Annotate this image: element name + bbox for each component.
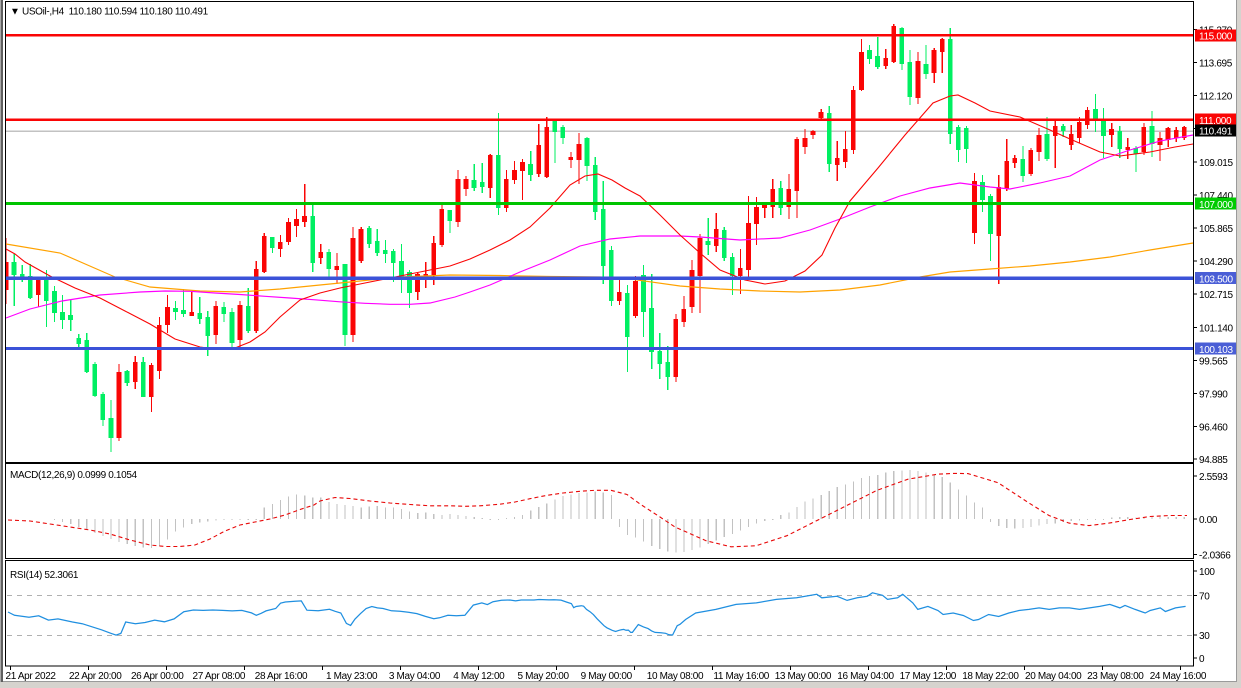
svg-text:0.00: 0.00	[1199, 515, 1218, 526]
svg-text:102.715: 102.715	[1199, 290, 1233, 301]
svg-text:30: 30	[1199, 631, 1210, 642]
svg-text:4 May 12:00: 4 May 12:00	[453, 671, 505, 682]
svg-text:16 May 04:00: 16 May 04:00	[837, 671, 894, 682]
svg-text:20 May 04:00: 20 May 04:00	[1025, 671, 1082, 682]
svg-text:1 May 23:00: 1 May 23:00	[326, 671, 378, 682]
svg-text:3 May 04:00: 3 May 04:00	[389, 671, 441, 682]
svg-text:5 May 20:00: 5 May 20:00	[518, 671, 570, 682]
svg-text:109.015: 109.015	[1199, 158, 1233, 169]
svg-text:10 May 08:00: 10 May 08:00	[647, 671, 704, 682]
svg-text:100: 100	[1199, 567, 1215, 578]
svg-text:101.140: 101.140	[1199, 323, 1233, 334]
svg-text:100.103: 100.103	[1199, 345, 1233, 356]
svg-text:104.290: 104.290	[1199, 257, 1233, 268]
svg-text:MACD(12,26,9) 0.0999 0.1054: MACD(12,26,9) 0.0999 0.1054	[10, 470, 138, 481]
svg-text:107.000: 107.000	[1199, 200, 1233, 211]
svg-text:17 May 12:00: 17 May 12:00	[900, 671, 957, 682]
svg-text:103.500: 103.500	[1199, 274, 1233, 285]
svg-text:94.885: 94.885	[1199, 455, 1228, 466]
svg-text:RSI(14) 52.3061: RSI(14) 52.3061	[10, 570, 79, 581]
svg-text:0: 0	[1199, 654, 1205, 665]
svg-text:13 May 00:00: 13 May 00:00	[775, 671, 832, 682]
svg-text:2.5593: 2.5593	[1199, 472, 1228, 483]
svg-text:27 Apr 08:00: 27 Apr 08:00	[193, 671, 246, 682]
svg-text:22 Apr 20:00: 22 Apr 20:00	[69, 671, 122, 682]
svg-text:26 Apr 00:00: 26 Apr 00:00	[131, 671, 184, 682]
svg-text:107.440: 107.440	[1199, 191, 1233, 202]
svg-text:112.120: 112.120	[1199, 92, 1233, 103]
svg-text:11 May 16:00: 11 May 16:00	[713, 671, 769, 682]
svg-text:24 May 16:00: 24 May 16:00	[1150, 671, 1207, 682]
svg-text:111.000: 111.000	[1199, 116, 1232, 127]
svg-text:9 May 00:00: 9 May 00:00	[581, 671, 633, 682]
svg-text:115.000: 115.000	[1199, 32, 1233, 43]
svg-text:28 Apr 16:00: 28 Apr 16:00	[255, 671, 308, 682]
svg-text:23 May 08:00: 23 May 08:00	[1087, 671, 1144, 682]
svg-text:96.460: 96.460	[1199, 423, 1228, 434]
svg-text:70: 70	[1199, 591, 1210, 602]
svg-text:97.990: 97.990	[1199, 390, 1228, 401]
svg-text:110.491: 110.491	[1199, 127, 1233, 138]
svg-text:-2.0366: -2.0366	[1199, 551, 1231, 562]
svg-text:113.695: 113.695	[1199, 59, 1233, 70]
svg-text:105.865: 105.865	[1199, 224, 1233, 235]
svg-text:18 May 22:00: 18 May 22:00	[962, 671, 1019, 682]
svg-text:▼ USOil-,H4 110.180 110.594 1: ▼ USOil-,H4 110.180 110.594 110.180 110.…	[10, 7, 209, 18]
svg-text:99.565: 99.565	[1199, 356, 1228, 367]
svg-text:21 Apr 2022: 21 Apr 2022	[6, 671, 57, 682]
